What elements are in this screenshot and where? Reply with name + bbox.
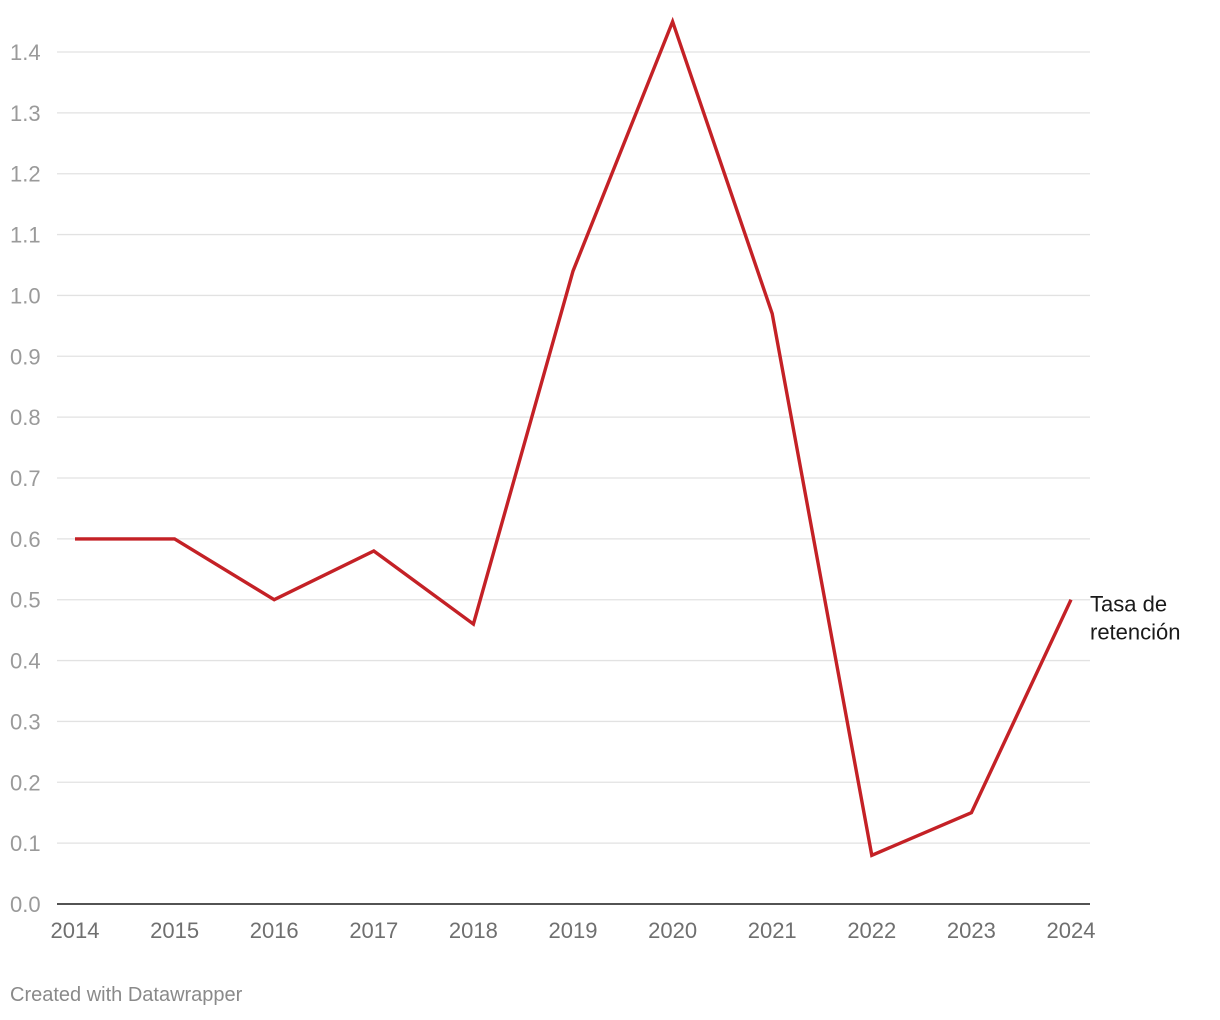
x-tick-label: 2024 xyxy=(1047,918,1096,943)
y-tick-label: 0.4 xyxy=(10,649,41,674)
x-tick-label: 2019 xyxy=(549,918,598,943)
data-point-2021 xyxy=(770,312,774,316)
series-label: Tasa de retención xyxy=(1090,592,1181,645)
y-tick-label: 1.4 xyxy=(10,40,41,65)
series-line xyxy=(75,16,1073,858)
data-point-2022 xyxy=(870,853,874,857)
y-tick-label: 1.2 xyxy=(10,162,41,187)
x-tick-label: 2023 xyxy=(947,918,996,943)
x-tick-label: 2021 xyxy=(748,918,797,943)
y-tick-label: 0.1 xyxy=(10,831,41,856)
series-layer: Tasa de retención xyxy=(73,16,1181,858)
data-point-2020 xyxy=(671,20,675,24)
y-tick-label: 0.9 xyxy=(10,344,41,369)
x-tick-label: 2016 xyxy=(250,918,299,943)
x-axis: 2014 2015 2016 2017 2018 2019 2020 2021 2022 2023… xyxy=(51,903,1096,943)
x-tick-label: 2018 xyxy=(449,918,498,943)
y-tick-label: 1.0 xyxy=(10,283,41,308)
series-label-line: retención xyxy=(1090,620,1181,645)
y-tick-label: 0.3 xyxy=(10,709,41,734)
data-point-2015 xyxy=(173,537,177,541)
y-tick-label: 0.7 xyxy=(10,466,41,491)
credit-footer: Created with Datawrapper xyxy=(10,984,243,1006)
y-tick-label: 0.2 xyxy=(10,770,41,795)
line-chart: 0.0 0.1 0.2 0.3 0.4 0.5 0.6 0.7 0.8 0.9 1.0 1.1 1.2 1… xyxy=(10,16,1181,943)
y-tick-label: 1.1 xyxy=(10,223,41,248)
x-tick-label: 2015 xyxy=(150,918,199,943)
x-tick-label: 2014 xyxy=(51,918,100,943)
y-tick-label: 0.8 xyxy=(10,405,41,430)
data-point-2023 xyxy=(969,811,973,815)
data-point-2019 xyxy=(571,269,575,273)
y-tick-label: 0.5 xyxy=(10,588,41,613)
data-point-2016 xyxy=(272,598,276,602)
data-point-2024 xyxy=(1069,598,1073,602)
series-label-line: Tasa de xyxy=(1090,592,1167,617)
data-point-2018 xyxy=(471,622,475,626)
x-tick-label: 2017 xyxy=(349,918,398,943)
data-point-2014 xyxy=(73,537,77,541)
x-tick-label: 2022 xyxy=(847,918,896,943)
y-tick-label: 1.3 xyxy=(10,101,41,126)
x-tick-label: 2020 xyxy=(648,918,697,943)
y-axis: 0.0 0.1 0.2 0.3 0.4 0.5 0.6 0.7 0.8 0.9 1.0 1.1 1.2 1… xyxy=(10,40,41,917)
data-point-2017 xyxy=(372,549,376,553)
y-tick-label: 0.0 xyxy=(10,892,41,917)
gridlines xyxy=(57,51,1090,844)
y-tick-label: 0.6 xyxy=(10,527,41,552)
